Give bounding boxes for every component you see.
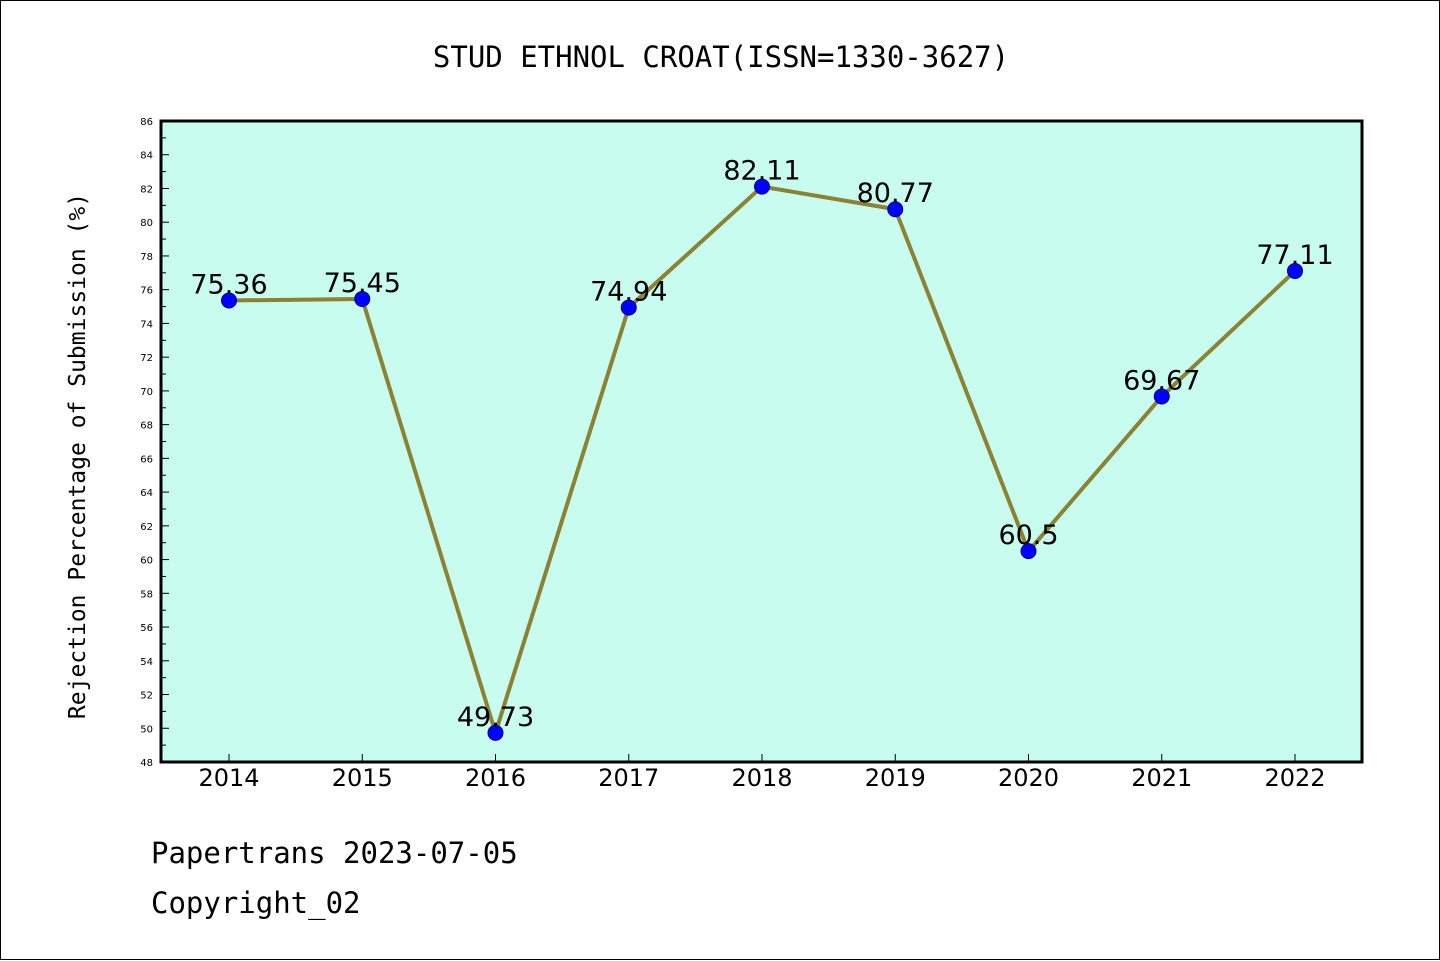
data-point-marker xyxy=(887,201,904,218)
data-point-marker xyxy=(354,290,371,307)
x-tick-label: 2014 xyxy=(198,764,259,792)
x-tick-label: 2015 xyxy=(332,764,393,792)
y-tick-label: 56 xyxy=(140,623,153,634)
y-tick-label: 48 xyxy=(140,758,153,769)
data-point-marker xyxy=(1153,388,1170,405)
y-tick-label: 60 xyxy=(140,556,153,567)
y-tick-label: 76 xyxy=(140,286,153,297)
y-tick-label: 62 xyxy=(140,522,153,533)
y-tick-label: 78 xyxy=(140,252,153,263)
plot-area xyxy=(159,119,1364,764)
footer-copyright: Copyright_02 xyxy=(151,886,361,920)
y-tick-label: 50 xyxy=(140,724,153,735)
y-tick-label: 86 xyxy=(140,117,153,128)
x-tick-label: 2016 xyxy=(465,764,526,792)
x-tick-label: 2021 xyxy=(1131,764,1192,792)
data-point-marker xyxy=(754,178,770,195)
data-point-marker xyxy=(1287,262,1303,279)
y-tick-label: 54 xyxy=(140,657,153,668)
x-axis-ticks: 2014 2015 2016 2017 2018 2019 2020 2021 2022 xyxy=(198,754,1326,792)
data-labels: 75.36 75.45 49.73 74.94 82.11 80.77 60.5 69.67 7… xyxy=(190,156,1333,733)
y-axis-ticks: 48 50 52 54 56 58 60 62 64 66 68 70 72 74 76 78 80 82 84 86 xyxy=(140,117,169,769)
y-tick-label: 84 xyxy=(140,151,153,162)
data-label: 75.36 xyxy=(190,269,267,300)
data-point-marker xyxy=(221,292,237,309)
y-tick-label: 70 xyxy=(140,387,153,398)
data-label: 49.73 xyxy=(457,702,534,733)
x-tick-label: 2018 xyxy=(731,764,792,792)
y-tick-label: 66 xyxy=(140,454,153,465)
y-tick-label: 58 xyxy=(140,589,153,600)
x-tick-label: 2022 xyxy=(1264,764,1325,792)
y-tick-label: 52 xyxy=(140,691,153,702)
data-label: 82.11 xyxy=(723,156,800,187)
data-label: 75.45 xyxy=(324,268,401,299)
y-tick-label: 64 xyxy=(140,488,153,499)
data-label: 77.11 xyxy=(1256,240,1333,271)
footer-date: Papertrans 2023-07-05 xyxy=(151,836,518,870)
y-axis-label: Rejection Percentage of Submission (%) xyxy=(65,193,91,719)
y-tick-label: 80 xyxy=(140,218,153,229)
data-label: 80.77 xyxy=(857,178,934,209)
x-tick-label: 2017 xyxy=(598,764,659,792)
data-label: 60.5 xyxy=(998,520,1058,551)
y-tick-label: 68 xyxy=(140,421,153,432)
x-tick-label: 2020 xyxy=(998,764,1059,792)
data-label: 69.67 xyxy=(1123,365,1200,396)
chart-title: STUD ETHNOL CROAT(ISSN=1330-3627) xyxy=(433,40,1009,74)
series-markers xyxy=(221,178,1303,741)
data-point-marker xyxy=(620,299,637,316)
data-point-marker xyxy=(487,724,504,741)
x-tick-label: 2019 xyxy=(865,764,926,792)
y-tick-label: 82 xyxy=(140,184,153,195)
data-label: 74.94 xyxy=(590,277,667,308)
data-point-marker xyxy=(1020,543,1037,560)
y-tick-label: 74 xyxy=(140,319,153,330)
y-tick-label: 72 xyxy=(140,353,153,364)
